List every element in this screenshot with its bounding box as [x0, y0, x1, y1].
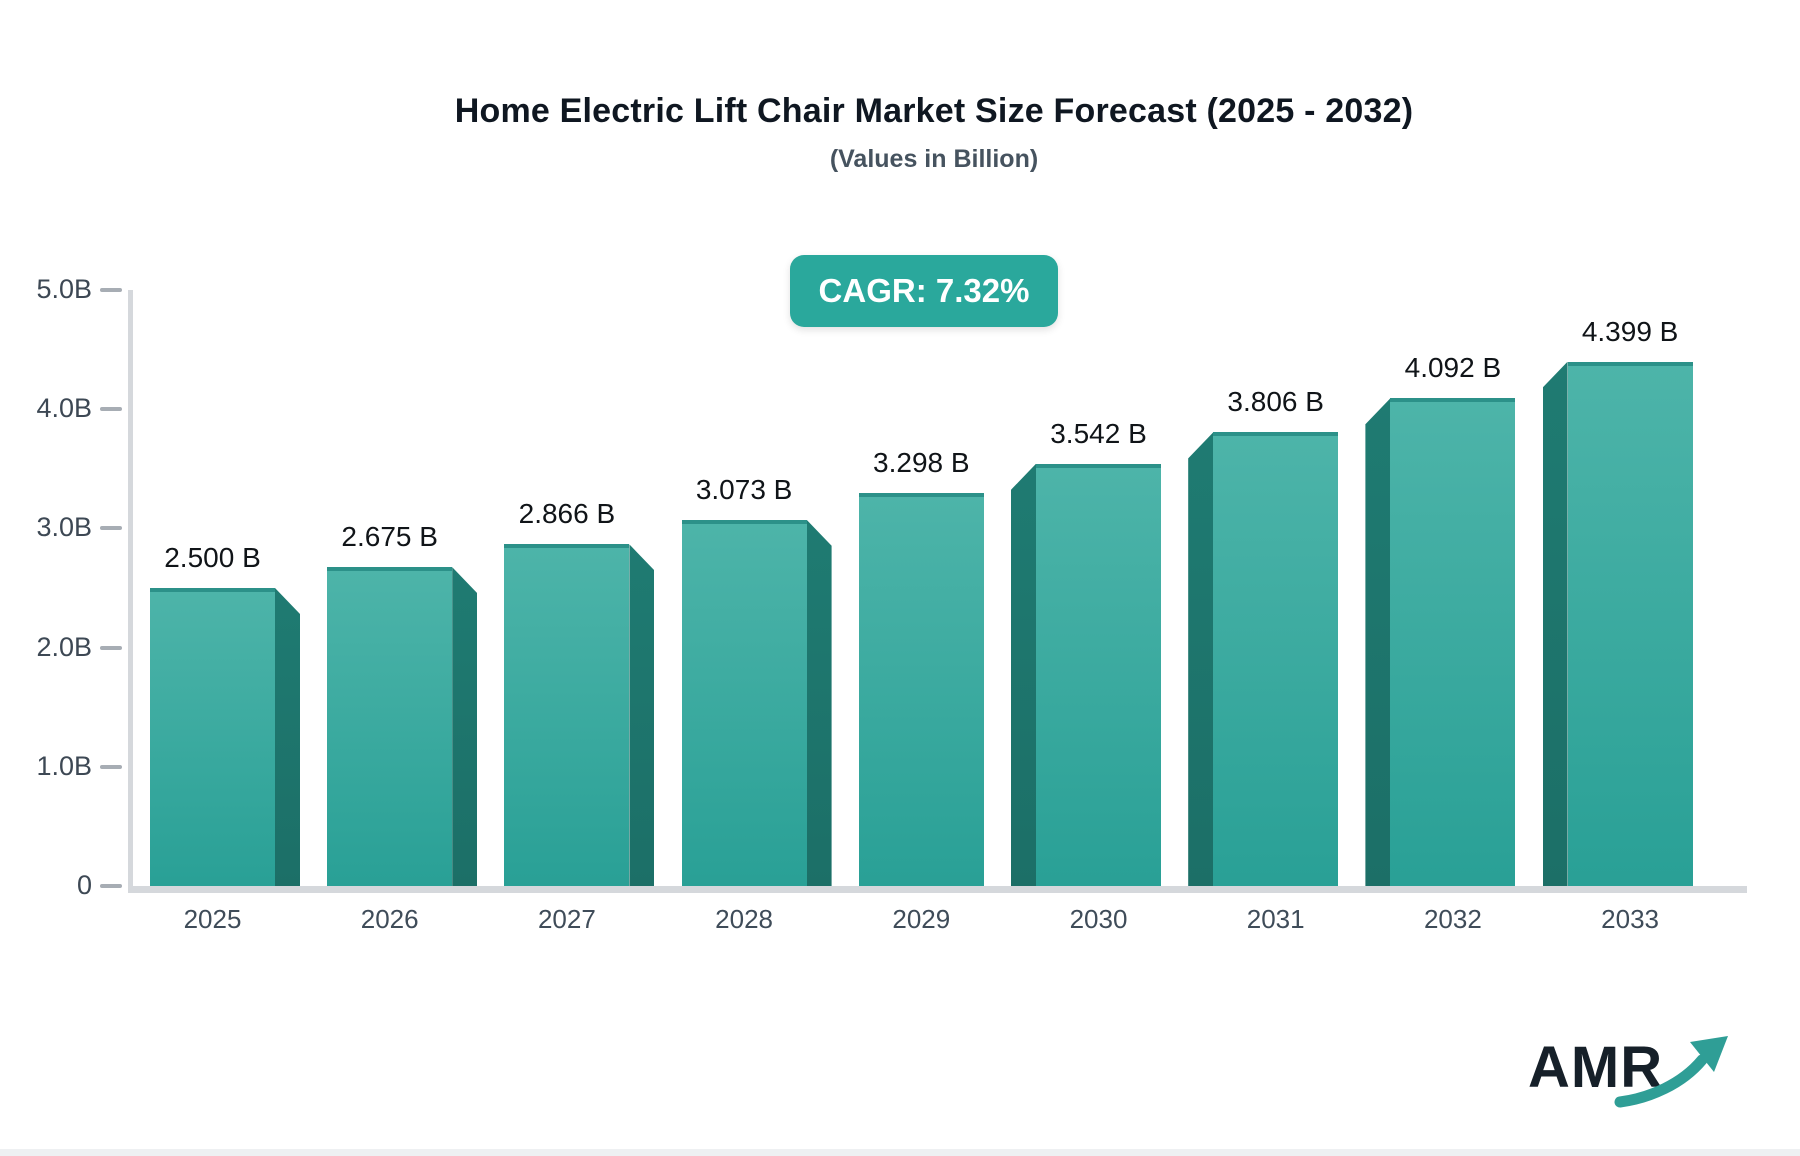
x-tick-label-2030: 2030 — [1069, 904, 1128, 934]
x-tick-label-2027: 2027 — [537, 904, 596, 934]
x-tick-label-2028: 2028 — [715, 904, 774, 934]
bar-2030 — [1036, 463, 1161, 886]
cagr-badge: CAGR: 7.32% — [790, 255, 1058, 327]
bar-side-2025 — [275, 588, 300, 886]
y-tick-label: 5.0B — [36, 274, 92, 304]
x-tick-label-2032: 2032 — [1423, 904, 1482, 934]
x-tick-label-2029: 2029 — [892, 904, 951, 934]
bar-value-label-2033: 4.399 B — [1581, 315, 1679, 347]
bar-2028 — [681, 519, 807, 886]
y-tick-label: 1.0B — [36, 750, 92, 781]
bar-2032 — [1390, 398, 1516, 886]
bar-value-label-2028: 3.073 B — [695, 473, 793, 505]
bar-side-2032 — [1365, 398, 1391, 886]
x-tick-label-2033: 2033 — [1601, 904, 1660, 934]
amr-logo: AMR — [1528, 1028, 1738, 1108]
cagr-badge-label: CAGR: 7.32% — [818, 272, 1030, 309]
bar-value-label-2031: 3.806 B — [1227, 386, 1324, 418]
y-tick-dash — [100, 764, 122, 769]
bar-value-label-2026: 2.675 B — [341, 521, 438, 553]
growth-arrow-icon — [1614, 1036, 1728, 1108]
bar-value-label-2029: 3.298 B — [873, 446, 970, 478]
chart-header: Home Electric Lift Chair Market Size For… — [128, 92, 1740, 174]
chart-title: Home Electric Lift Chair Market Size For… — [454, 92, 1414, 130]
bar-2031 — [1213, 432, 1339, 886]
x-axis-baseline — [128, 886, 1747, 893]
x-tick-label-2026: 2026 — [360, 904, 419, 934]
y-tick-dash — [100, 526, 122, 531]
y-tick-dash — [100, 884, 122, 888]
y-tick-label: 4.0B — [36, 393, 92, 424]
chart-subtitle: (Values in Billion) — [829, 145, 1039, 173]
y-axis-line — [128, 290, 133, 893]
bar-side-2031 — [1188, 432, 1214, 886]
y-tick-dash — [100, 645, 122, 650]
bar-2033 — [1567, 361, 1693, 886]
bar-value-label-2027: 2.866 B — [518, 498, 616, 530]
x-tick-label-2031: 2031 — [1246, 904, 1305, 934]
bar-side-2027 — [629, 544, 655, 886]
bar-side-2026 — [452, 567, 478, 886]
bar-2027 — [504, 544, 630, 886]
bar-side-2030 — [1011, 463, 1036, 886]
y-tick-dash — [100, 288, 122, 292]
bar-value-label-2025: 2.500 B — [164, 542, 261, 573]
bar-side-2033 — [1542, 361, 1568, 886]
y-tick-label: 0 — [76, 870, 92, 900]
bar-value-label-2030: 3.542 B — [1050, 417, 1147, 449]
bar-2025 — [150, 588, 275, 886]
y-tick-dash — [100, 407, 122, 412]
y-tick-label: 3.0B — [36, 512, 92, 543]
bar-2029 — [858, 492, 984, 886]
x-tick-label-2025: 2025 — [183, 904, 242, 934]
bar-2026 — [327, 567, 453, 886]
bar-value-label-2032: 4.092 B — [1404, 352, 1502, 384]
amr-logo-text: AMR — [1528, 1035, 1664, 1100]
bar-side-2028 — [806, 519, 832, 886]
bottom-edge-strip — [0, 1149, 1800, 1156]
y-tick-label: 2.0B — [36, 631, 92, 662]
